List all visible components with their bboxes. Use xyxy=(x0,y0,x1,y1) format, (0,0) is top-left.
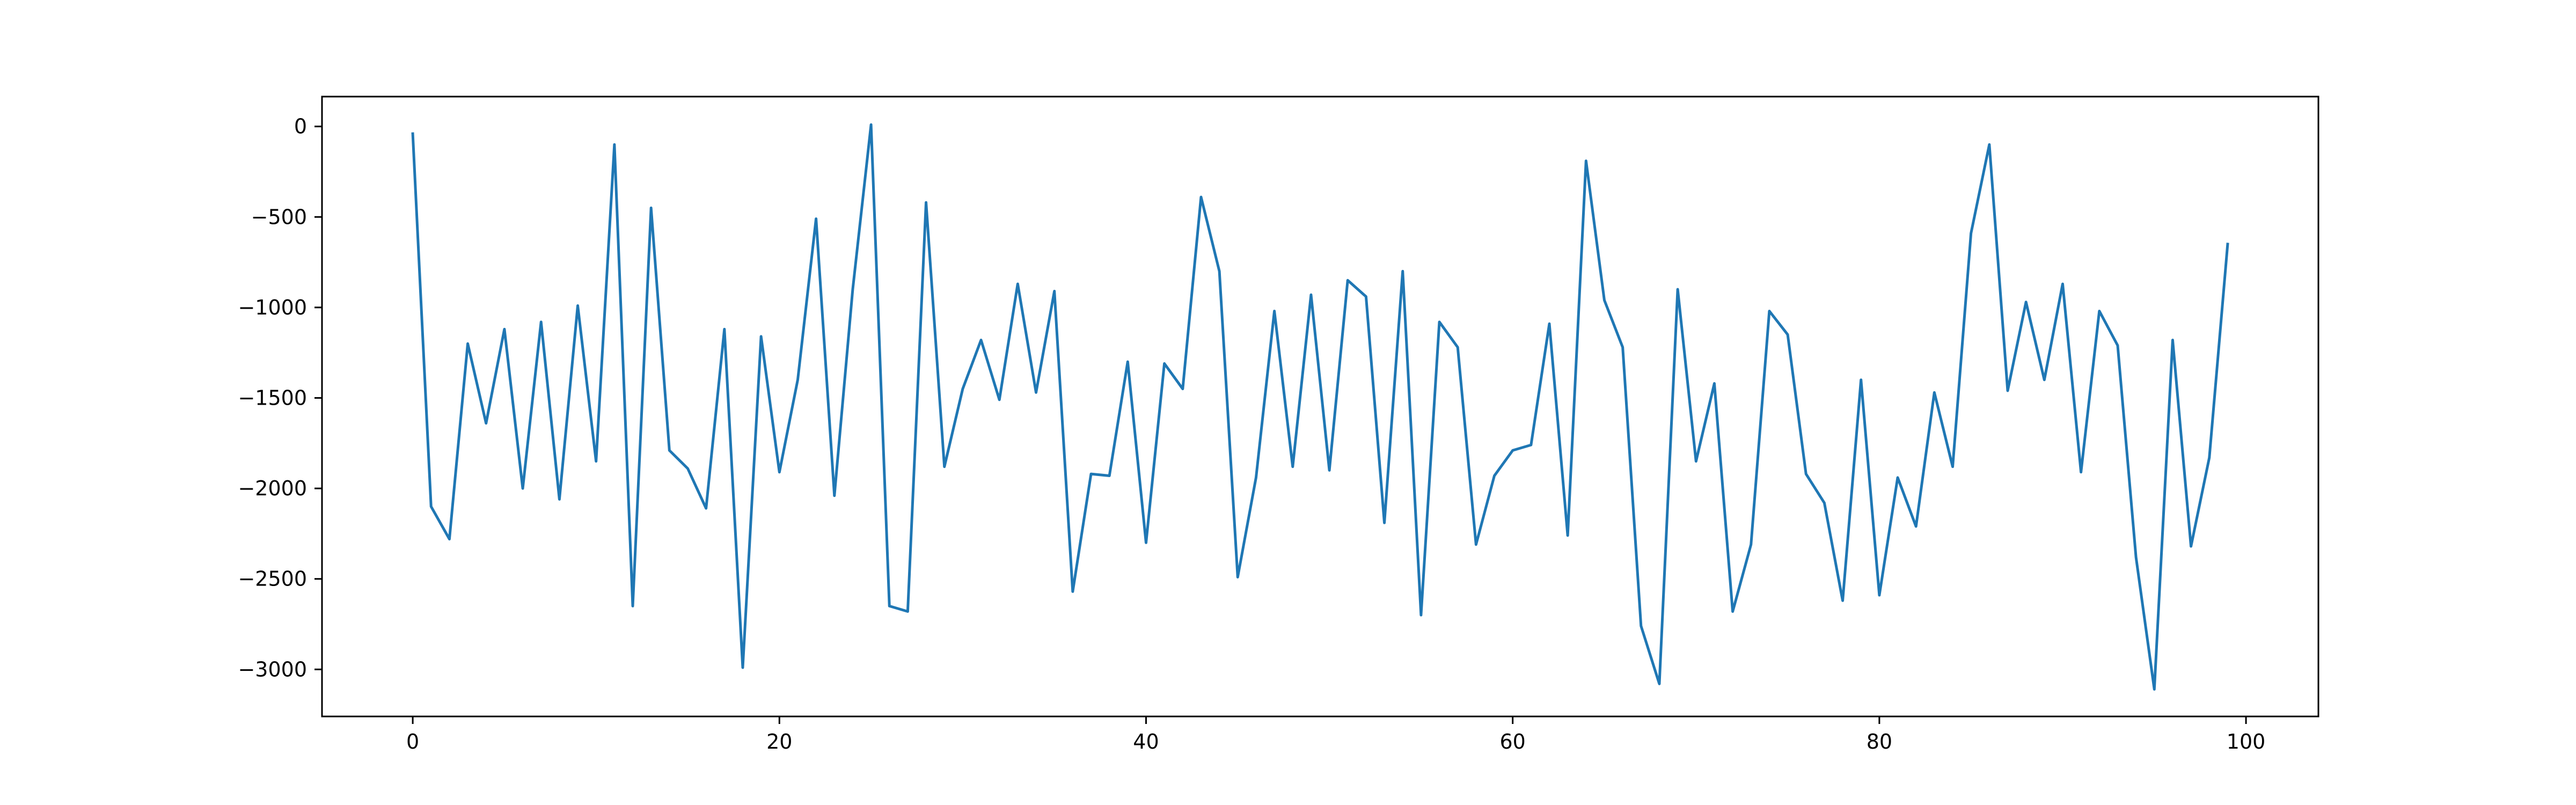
x-tick-label: 0 xyxy=(406,730,419,753)
y-tick-label: −3000 xyxy=(238,657,307,681)
series-line xyxy=(411,123,2229,691)
y-axis: 0 −500 −1000 −1500 −2000 −2500 −3000 xyxy=(238,115,322,681)
x-tick-label: 80 xyxy=(1867,730,1892,753)
x-axis: 0 20 40 60 80 100 xyxy=(406,716,2265,753)
plot-frame xyxy=(321,96,2319,718)
x-tick-label: 100 xyxy=(2227,730,2266,753)
series-layer xyxy=(411,123,2229,691)
y-tick-label: −2000 xyxy=(238,477,307,500)
y-tick-label: −2500 xyxy=(238,567,307,591)
y-tick-label: 0 xyxy=(294,115,307,138)
y-tick-label: −1500 xyxy=(238,386,307,409)
x-tick-label: 60 xyxy=(1499,730,1525,753)
x-tick-label: 40 xyxy=(1133,730,1159,753)
y-tick-label: −1000 xyxy=(238,296,307,319)
y-tick-label: −500 xyxy=(251,205,307,229)
x-tick-label: 20 xyxy=(766,730,792,753)
plot-background xyxy=(322,97,2318,716)
